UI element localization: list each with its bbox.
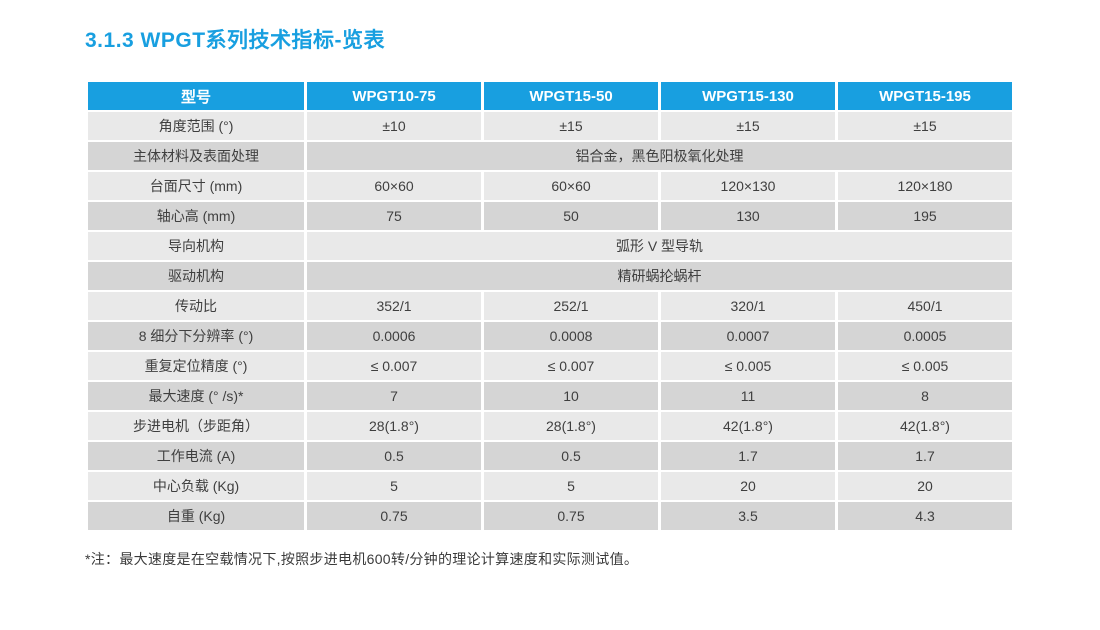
row-label: 自重 (Kg) [88,502,304,530]
footnote: *注：最大速度是在空载情况下,按照步进电机600转/分钟的理论计算速度和实际测试… [85,551,639,567]
cell-value: 130 [661,202,835,230]
cell-value: 4.3 [838,502,1012,530]
column-header: WPGT15-50 [484,82,658,110]
cell-value: ≤ 0.005 [838,352,1012,380]
row-label: 驱动机构 [88,262,304,290]
cell-value: 0.0006 [307,322,481,350]
cell-value: 0.0005 [838,322,1012,350]
cell-value: 50 [484,202,658,230]
table-row: 中心负载 (Kg) 5 5 20 20 [88,472,1012,500]
table-row: 导向机构 弧形 V 型导轨 [88,232,1012,260]
table-row: 步进电机（步距角） 28(1.8°) 28(1.8°) 42(1.8°) 42(1.8°… [88,412,1012,440]
table-row: 8 细分下分辨率 (°) 0.0006 0.0008 0.0007 0.0005 [88,322,1012,350]
cell-value: 10 [484,382,658,410]
cell-value: 3.5 [661,502,835,530]
row-label: 轴心高 (mm) [88,202,304,230]
row-label: 重复定位精度 (°) [88,352,304,380]
table-row: 轴心高 (mm) 75 50 130 195 [88,202,1012,230]
cell-value: 450/1 [838,292,1012,320]
cell-value: 28(1.8°) [307,412,481,440]
row-label: 主体材料及表面处理 [88,142,304,170]
row-label: 步进电机（步距角） [88,412,304,440]
row-label: 传动比 [88,292,304,320]
cell-value: 0.5 [484,442,658,470]
cell-value: 5 [484,472,658,500]
cell-value: ±15 [838,112,1012,140]
cell-value: 195 [838,202,1012,230]
cell-value-merged: 弧形 V 型导轨 [307,232,1012,260]
cell-value: 42(1.8°) [661,412,835,440]
row-label: 最大速度 (° /s)* [88,382,304,410]
row-label: 工作电流 (A) [88,442,304,470]
cell-value: ≤ 0.005 [661,352,835,380]
cell-value: 0.5 [307,442,481,470]
table-row: 重复定位精度 (°) ≤ 0.007 ≤ 0.007 ≤ 0.005 ≤ 0.005 [88,352,1012,380]
table-row: 主体材料及表面处理 铝合金，黑色阳极氧化处理 [88,142,1012,170]
cell-value: 320/1 [661,292,835,320]
cell-value-merged: 精研蜗抡蜗杆 [307,262,1012,290]
row-label: 角度范围 (°) [88,112,304,140]
cell-value: 5 [307,472,481,500]
cell-value: 1.7 [661,442,835,470]
row-label: 中心负载 (Kg) [88,472,304,500]
cell-value: 20 [838,472,1012,500]
cell-value: 120×130 [661,172,835,200]
spec-table-head: 型号 WPGT10-75 WPGT15-50 WPGT15-130 WPGT15-195 [88,82,1012,110]
column-header: WPGT15-195 [838,82,1012,110]
cell-value: 120×180 [838,172,1012,200]
cell-value: 0.75 [484,502,658,530]
cell-value: ±15 [661,112,835,140]
table-row: 传动比 352/1 252/1 320/1 450/1 [88,292,1012,320]
table-row: 工作电流 (A) 0.5 0.5 1.7 1.7 [88,442,1012,470]
cell-value: 352/1 [307,292,481,320]
cell-value: 60×60 [484,172,658,200]
cell-value: 60×60 [307,172,481,200]
spec-table-body: 角度范围 (°) ±10 ±15 ±15 ±15 主体材料及表面处理 铝合金，黑色阳极氧化处… [88,112,1012,530]
cell-value: 42(1.8°) [838,412,1012,440]
cell-value: 1.7 [838,442,1012,470]
page-title: 3.1.3 WPGT系列技术指标-览表 [85,29,386,52]
cell-value: ≤ 0.007 [484,352,658,380]
row-label: 台面尺寸 (mm) [88,172,304,200]
cell-value: ±10 [307,112,481,140]
cell-value: 0.0008 [484,322,658,350]
cell-value: 11 [661,382,835,410]
cell-value: 0.75 [307,502,481,530]
column-header: WPGT15-130 [661,82,835,110]
table-header-row: 型号 WPGT10-75 WPGT15-50 WPGT15-130 WPGT15-195 [88,82,1012,110]
table-row: 角度范围 (°) ±10 ±15 ±15 ±15 [88,112,1012,140]
cell-value: 252/1 [484,292,658,320]
cell-value: 8 [838,382,1012,410]
cell-value: ±15 [484,112,658,140]
cell-value: 7 [307,382,481,410]
spec-table: 型号 WPGT10-75 WPGT15-50 WPGT15-130 WPGT15-195… [85,80,1015,532]
column-header-model: 型号 [88,82,304,110]
table-row: 驱动机构 精研蜗抡蜗杆 [88,262,1012,290]
row-label: 导向机构 [88,232,304,260]
cell-value: 20 [661,472,835,500]
cell-value: 0.0007 [661,322,835,350]
row-label: 8 细分下分辨率 (°) [88,322,304,350]
table-row: 最大速度 (° /s)* 7 10 11 8 [88,382,1012,410]
table-row: 台面尺寸 (mm) 60×60 60×60 120×130 120×180 [88,172,1012,200]
cell-value: ≤ 0.007 [307,352,481,380]
table-row: 自重 (Kg) 0.75 0.75 3.5 4.3 [88,502,1012,530]
cell-value: 28(1.8°) [484,412,658,440]
cell-value-merged: 铝合金，黑色阳极氧化处理 [307,142,1012,170]
cell-value: 75 [307,202,481,230]
column-header: WPGT10-75 [307,82,481,110]
